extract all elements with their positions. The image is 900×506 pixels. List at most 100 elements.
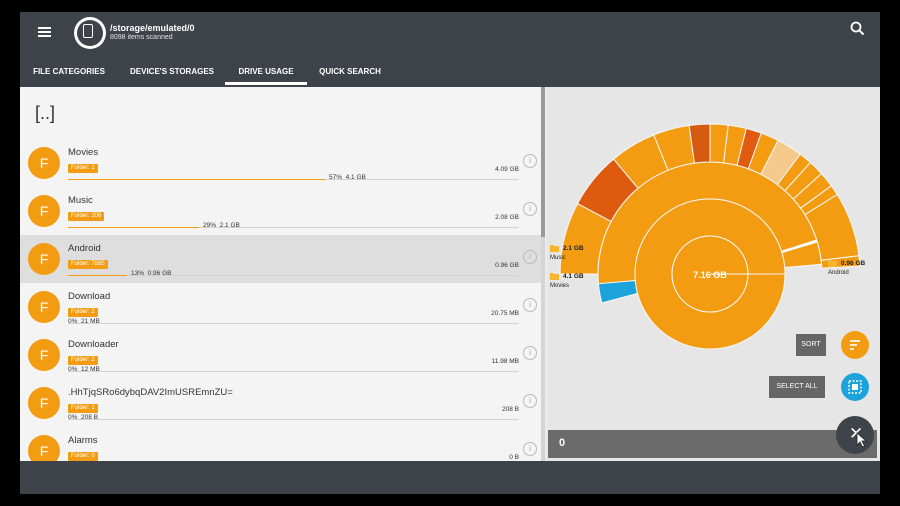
chart-label-size: 2.1 GB [563, 245, 584, 252]
percent-size: 12 MB [81, 366, 100, 373]
info-icon[interactable]: i [523, 442, 537, 456]
scrollbar-thumb[interactable] [541, 87, 545, 237]
folder-count-badge: Folder: 206 [68, 212, 105, 221]
list-item[interactable]: F Android Folder: 7885 13% 0.96 GB 0.96 GB i [20, 235, 541, 283]
select-all-icon [848, 380, 862, 394]
folder-name: Movies [68, 147, 99, 158]
usage-percent: 57% 4.1 GB [329, 174, 366, 181]
search-icon [850, 21, 865, 36]
usage-bar-fill [68, 275, 127, 276]
chart-label-name: Music [550, 255, 566, 261]
chart-label-size: 4.1 GB [563, 273, 584, 280]
list-item[interactable]: F Movies Folder: 1 57% 4.1 GB 4.09 GB i [20, 139, 541, 187]
usage-bar [68, 371, 518, 372]
phone-icon [83, 24, 93, 38]
search-button[interactable] [848, 19, 868, 39]
folder-size: 11.98 MB [491, 358, 519, 365]
tab-quick-search[interactable]: QUICK SEARCH [319, 67, 381, 76]
folder-size: 20.75 MB [491, 310, 519, 317]
sort-fab[interactable] [841, 331, 869, 359]
folder-size: 2.08 GB [495, 214, 519, 221]
select-all-fab[interactable] [841, 373, 869, 401]
tab-file-categories[interactable]: FILE CATEGORIES [33, 67, 105, 76]
folder-count-badge: Folder: 0 [68, 452, 98, 461]
folder-icon [828, 260, 837, 267]
folder-name: Alarms [68, 435, 98, 446]
info-icon[interactable]: i [523, 250, 537, 264]
folder-avatar-icon: F [28, 291, 60, 323]
usage-bar [68, 227, 518, 228]
usage-percent: 0% 208 B [68, 414, 98, 421]
chart-label-android[interactable]: 0.96 GB Android [828, 260, 866, 276]
folder-name: Music [68, 195, 93, 206]
folder-name: Downloader [68, 339, 119, 350]
usage-bar-fill [68, 227, 199, 228]
info-icon[interactable]: i [523, 154, 537, 168]
folder-avatar-icon: F [28, 387, 60, 419]
folder-count-badge: Folder: 1 [68, 164, 98, 173]
info-icon[interactable]: i [523, 394, 537, 408]
list-scrollbar[interactable] [541, 87, 545, 461]
chart-label-music[interactable]: 2.1 GB Music [550, 245, 584, 261]
folder-icon [550, 245, 559, 252]
list-item[interactable]: F Download Folder: 2 0% 21 MB 20.75 MB i [20, 283, 541, 331]
folder-count-badge: Folder: 1 [68, 404, 98, 413]
info-icon[interactable]: i [523, 298, 537, 312]
folder-avatar-icon: F [28, 435, 60, 461]
folder-count-badge: Folder: 2 [68, 356, 98, 365]
folder-avatar-icon: F [28, 243, 60, 275]
percent-size: 21 MB [81, 318, 100, 325]
app-window: /storage/emulated/0 8098 items scanned F… [20, 12, 880, 494]
chart-label-name: Movies [550, 283, 569, 289]
center-total-label: 7.16 GB [693, 270, 727, 280]
items-scanned: 8098 items scanned [110, 34, 173, 41]
usage-percent: 0% 21 MB [68, 318, 100, 325]
usage-percent: 13% 0.96 GB [131, 270, 172, 277]
folder-avatar-icon: F [28, 339, 60, 371]
list-item[interactable]: F Music Folder: 206 29% 2.1 GB 2.08 GB i [20, 187, 541, 235]
percent-size: 0.96 GB [147, 270, 172, 277]
selection-bar: 0 [548, 430, 877, 458]
percent-text: 13% [131, 270, 145, 277]
usage-bar [68, 419, 518, 420]
sort-button[interactable]: SORT [796, 334, 826, 356]
folder-size: 0.96 GB [495, 262, 519, 269]
usage-percent: 29% 2.1 GB [203, 222, 240, 229]
folder-size: 0 B [509, 454, 519, 461]
sunburst-center[interactable] [671, 235, 749, 313]
folder-avatar-icon: F [28, 195, 60, 227]
tab-drive-usage[interactable]: DRIVE USAGE [225, 60, 307, 85]
sunburst-chart[interactable]: 7.16 GB 2.1 GB Music 4.1 GB Movies 0.96 GB And… [547, 87, 880, 461]
usage-bar [68, 323, 518, 324]
select-all-button[interactable]: SELECT ALL [769, 376, 825, 398]
folder-size: 4.09 GB [495, 166, 519, 173]
percent-size: 2.1 GB [219, 222, 240, 229]
folder-name: .HhTjqSRo6dybqDAV2ImUSREmnZU= [68, 387, 233, 398]
close-fab[interactable]: ✕ [836, 416, 874, 454]
parent-directory[interactable]: [..] [35, 103, 56, 123]
percent-text: 0% [68, 366, 78, 373]
percent-text: 0% [68, 414, 78, 421]
folder-count-badge: Folder: 7885 [68, 260, 108, 269]
usage-bar [68, 179, 518, 180]
chart-label-movies[interactable]: 4.1 GB Movies [550, 273, 584, 289]
menu-button[interactable] [32, 20, 56, 44]
percent-text: 0% [68, 318, 78, 325]
list-item[interactable]: F Alarms Folder: 0 0 B i [20, 427, 541, 461]
hamburger-icon [38, 27, 51, 29]
percent-text: 29% [203, 222, 217, 229]
mouse-cursor-icon [856, 432, 868, 448]
folder-list: [..] F Movies Folder: 1 57% 4.1 GB 4.09 GB i F… [20, 87, 541, 461]
tab-devices-storages[interactable]: DEVICE'S STORAGES [130, 67, 214, 76]
current-path: /storage/emulated/0 [110, 23, 195, 33]
percent-size: 4.1 GB [345, 174, 366, 181]
info-icon[interactable]: i [523, 346, 537, 360]
info-icon[interactable]: i [523, 202, 537, 216]
hamburger-icon [38, 31, 51, 33]
folder-avatar-icon: F [28, 147, 60, 179]
list-item[interactable]: F Downloader Folder: 2 0% 12 MB 11.98 MB i [20, 331, 541, 379]
folder-size: 208 B [502, 406, 519, 413]
folder-count-badge: Folder: 2 [68, 308, 98, 317]
folder-name: Android [68, 243, 101, 254]
